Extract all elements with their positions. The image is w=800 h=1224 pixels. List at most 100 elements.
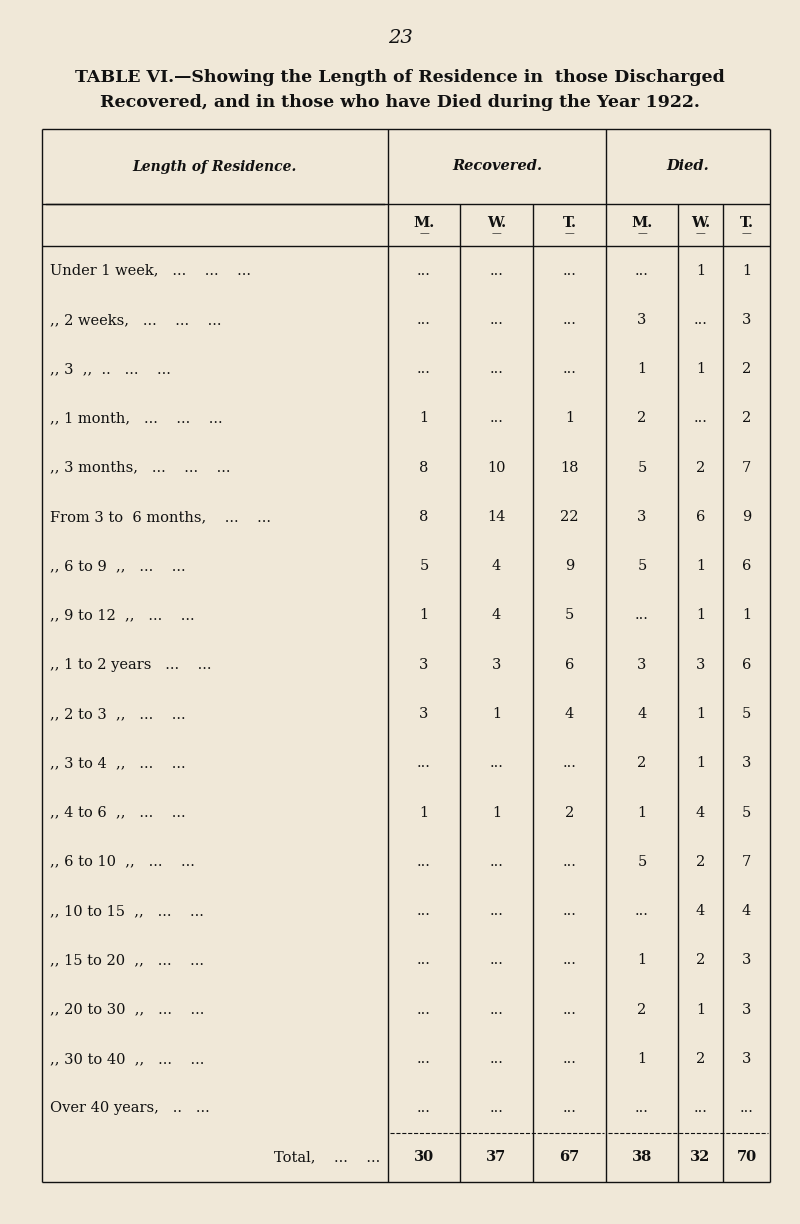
Text: 1: 1 xyxy=(696,756,705,770)
Text: M.: M. xyxy=(414,215,434,230)
Text: 67: 67 xyxy=(559,1151,580,1164)
Text: 2: 2 xyxy=(696,1051,705,1066)
Text: ...: ... xyxy=(417,1051,431,1066)
Text: —: — xyxy=(565,229,574,237)
Text: ,, 10 to 15  ,,   ...    ...: ,, 10 to 15 ,, ... ... xyxy=(50,905,204,918)
Text: T.: T. xyxy=(739,215,754,230)
Text: 9: 9 xyxy=(742,510,751,524)
Text: 5: 5 xyxy=(638,854,646,869)
Text: 5: 5 xyxy=(638,460,646,475)
Text: 2: 2 xyxy=(638,411,646,426)
Text: W.: W. xyxy=(487,215,506,230)
Text: 3: 3 xyxy=(742,756,751,770)
Text: —: — xyxy=(419,229,429,237)
Text: 1: 1 xyxy=(492,707,501,721)
Text: 32: 32 xyxy=(690,1151,710,1164)
Text: ...: ... xyxy=(417,1002,431,1017)
Text: 1: 1 xyxy=(492,805,501,820)
Text: 3: 3 xyxy=(638,510,646,524)
Text: ...: ... xyxy=(562,263,577,278)
Text: —: — xyxy=(637,229,647,237)
Text: —: — xyxy=(696,229,706,237)
Text: 3: 3 xyxy=(419,657,429,672)
Text: Over 40 years,   ..   ...: Over 40 years, .. ... xyxy=(50,1102,210,1115)
Text: 1: 1 xyxy=(638,1051,646,1066)
Text: 6: 6 xyxy=(742,657,751,672)
Text: From 3 to  6 months,    ...    ...: From 3 to 6 months, ... ... xyxy=(50,510,271,524)
Text: ...: ... xyxy=(417,1102,431,1115)
Text: 5: 5 xyxy=(419,559,429,573)
Text: 8: 8 xyxy=(419,510,429,524)
Text: 1: 1 xyxy=(565,411,574,426)
Text: ...: ... xyxy=(417,854,431,869)
Text: ...: ... xyxy=(490,953,503,967)
Text: ...: ... xyxy=(562,1002,577,1017)
Text: 1: 1 xyxy=(419,608,429,623)
Text: ...: ... xyxy=(417,362,431,376)
Text: 23: 23 xyxy=(388,29,412,47)
Text: ...: ... xyxy=(490,756,503,770)
Text: ...: ... xyxy=(635,263,649,278)
Text: Under 1 week,   ...    ...    ...: Under 1 week, ... ... ... xyxy=(50,263,251,278)
Text: ...: ... xyxy=(417,313,431,327)
Text: TABLE VI.—Showing the Length of Residence in  those Discharged: TABLE VI.—Showing the Length of Residenc… xyxy=(75,69,725,86)
Text: 18: 18 xyxy=(560,460,578,475)
Text: ...: ... xyxy=(562,854,577,869)
Text: ...: ... xyxy=(562,1102,577,1115)
Text: 4: 4 xyxy=(565,707,574,721)
Text: 30: 30 xyxy=(414,1151,434,1164)
Text: 1: 1 xyxy=(638,362,646,376)
Text: 4: 4 xyxy=(742,905,751,918)
Text: 1: 1 xyxy=(696,608,705,623)
Text: 5: 5 xyxy=(742,805,751,820)
Text: Length of Residence.: Length of Residence. xyxy=(133,159,297,174)
Text: 70: 70 xyxy=(737,1151,757,1164)
Text: ,, 1 month,   ...    ...    ...: ,, 1 month, ... ... ... xyxy=(50,411,222,426)
Text: ...: ... xyxy=(562,362,577,376)
Text: ...: ... xyxy=(417,263,431,278)
Text: 1: 1 xyxy=(696,362,705,376)
Text: ,, 3 to 4  ,,   ...    ...: ,, 3 to 4 ,, ... ... xyxy=(50,756,186,770)
Text: Recovered.: Recovered. xyxy=(452,159,542,174)
Text: M.: M. xyxy=(631,215,653,230)
Text: 4: 4 xyxy=(638,707,646,721)
Text: ...: ... xyxy=(562,313,577,327)
Text: 3: 3 xyxy=(696,657,705,672)
Text: 6: 6 xyxy=(565,657,574,672)
Text: 2: 2 xyxy=(638,1002,646,1017)
Text: 1: 1 xyxy=(696,1002,705,1017)
Text: 22: 22 xyxy=(560,510,578,524)
Text: ...: ... xyxy=(490,263,503,278)
Text: 4: 4 xyxy=(492,608,501,623)
Text: ...: ... xyxy=(490,905,503,918)
Text: ,, 3 months,   ...    ...    ...: ,, 3 months, ... ... ... xyxy=(50,460,230,475)
Text: 2: 2 xyxy=(565,805,574,820)
Text: ,, 3  ,,  ..   ...    ...: ,, 3 ,, .. ... ... xyxy=(50,362,171,376)
Text: —: — xyxy=(742,229,751,237)
Text: 2: 2 xyxy=(742,362,751,376)
Text: 1: 1 xyxy=(696,559,705,573)
Text: 3: 3 xyxy=(742,1002,751,1017)
Text: 1: 1 xyxy=(419,411,429,426)
Text: 6: 6 xyxy=(742,559,751,573)
Text: 5: 5 xyxy=(742,707,751,721)
Text: 1: 1 xyxy=(742,608,751,623)
Text: ,, 20 to 30  ,,   ...    ...: ,, 20 to 30 ,, ... ... xyxy=(50,1002,204,1017)
Text: 1: 1 xyxy=(696,263,705,278)
Text: 2: 2 xyxy=(696,460,705,475)
Text: 3: 3 xyxy=(638,657,646,672)
Text: ...: ... xyxy=(490,411,503,426)
Text: ...: ... xyxy=(417,756,431,770)
Text: 38: 38 xyxy=(632,1151,652,1164)
Text: ,, 9 to 12  ,,   ...    ...: ,, 9 to 12 ,, ... ... xyxy=(50,608,194,623)
Text: Total,    ...    ...: Total, ... ... xyxy=(274,1151,380,1164)
Text: 3: 3 xyxy=(492,657,501,672)
Text: Died.: Died. xyxy=(666,159,710,174)
Text: 4: 4 xyxy=(696,905,705,918)
Text: 5: 5 xyxy=(638,559,646,573)
Text: 5: 5 xyxy=(565,608,574,623)
Text: Recovered, and in those who have Died during the Year 1922.: Recovered, and in those who have Died du… xyxy=(100,94,700,111)
Text: ...: ... xyxy=(490,1002,503,1017)
Text: 3: 3 xyxy=(638,313,646,327)
Text: ...: ... xyxy=(417,905,431,918)
